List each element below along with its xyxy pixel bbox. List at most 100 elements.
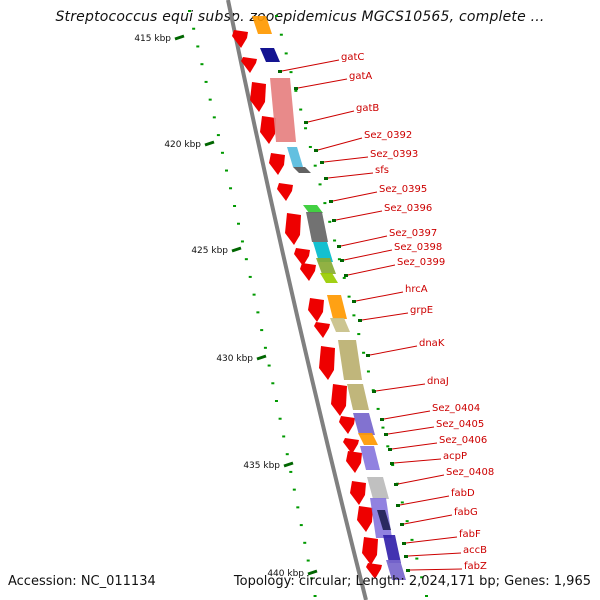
gene-arrow[interactable] [357,506,373,532]
gene-arrow[interactable] [294,248,310,266]
feature-bar[interactable] [358,433,378,445]
feature-tracks[interactable] [232,16,406,580]
gene-arrow[interactable] [241,57,257,73]
gene-label[interactable]: Sez_0404 [432,403,480,414]
inner-dot [386,445,390,448]
feature-bar[interactable] [316,258,336,274]
gene-label[interactable]: fabF [459,529,481,540]
leader-line [317,137,363,151]
feature-bar[interactable] [287,147,303,167]
scale-tick-mark [231,246,242,253]
gene-arrow[interactable] [346,451,362,473]
gene-label[interactable]: Sez_0405 [436,419,484,430]
feature-bar[interactable] [252,16,272,34]
gene-label[interactable]: Sez_0399 [397,257,445,268]
gene-label[interactable]: gatC [341,52,364,63]
outer-dot [229,187,233,190]
genome-summary: Topology: circular; Length: 2,024,171 bp… [233,574,591,589]
gene-label[interactable]: Sez_0408 [446,467,494,478]
outer-dot [244,258,248,261]
gene-position-dot [337,245,341,248]
feature-bar[interactable] [377,510,391,530]
inner-dot [333,239,337,242]
gene-position-dot [314,149,318,152]
gene-arrow[interactable] [285,213,301,245]
feature-bar[interactable] [360,446,380,470]
gene-arrow[interactable] [314,322,330,338]
scale-tick-label: 440 kbp [267,569,304,579]
gene-label[interactable]: fabG [454,507,478,518]
gene-label[interactable]: gatA [349,71,372,82]
gene-label[interactable]: Sez_0398 [394,242,442,253]
feature-bar[interactable] [293,167,311,173]
gene-label[interactable]: grpE [410,305,433,316]
feature-bar[interactable] [347,384,369,410]
gene-arrow[interactable] [362,537,378,565]
outer-dot [271,382,275,385]
feature-bar[interactable] [367,477,389,499]
gene-label[interactable]: Sez_0392 [364,130,412,141]
outer-dot [237,222,241,225]
gene-arrow[interactable] [350,481,366,505]
outer-dot [248,275,252,278]
feature-bar[interactable] [260,48,280,62]
feature-bar[interactable] [313,242,333,262]
map-title: Streptococcus equi subsp. zooepidemicus … [55,9,545,25]
feature-bar[interactable] [306,212,328,242]
gene-label[interactable]: Sez_0396 [384,203,432,214]
outer-dot [204,80,208,83]
outer-dot-track [188,10,317,597]
feature-bar[interactable] [386,560,406,580]
gene-arrow[interactable] [260,116,276,144]
gene-arrow[interactable] [331,384,347,416]
gene-label[interactable]: Sez_0393 [370,149,418,160]
leader-line [281,59,340,72]
inner-dot [289,71,293,74]
gene-label[interactable]: dnaK [419,338,445,349]
gene-arrow[interactable] [277,183,293,201]
outer-dot [212,116,216,119]
gene-label[interactable]: dnaJ [427,376,449,387]
inner-dot [294,89,298,92]
feature-bar[interactable] [303,205,323,213]
leader-line [407,552,462,557]
gene-arrow[interactable] [300,263,316,281]
feature-bar[interactable] [383,535,401,563]
leader-line [393,458,442,464]
gene-label[interactable]: Sez_0395 [379,184,427,195]
gene-arrow[interactable] [308,298,324,322]
gene-arrow[interactable] [232,30,248,48]
gene-label[interactable]: gatB [356,103,379,114]
gene-position-dot [320,161,324,164]
gene-position-dot [332,219,336,222]
gene-arrow[interactable] [366,563,382,579]
gene-arrow[interactable] [343,438,359,454]
gene-label[interactable]: hrcA [405,284,428,295]
gene-label[interactable]: acpP [443,451,467,462]
feature-bar[interactable] [327,295,347,319]
gene-label[interactable]: fabZ [464,561,487,572]
feature-bar[interactable] [320,273,338,283]
gene-arrow[interactable] [339,416,355,434]
feature-bar[interactable] [270,78,296,142]
gene-label[interactable]: accB [463,545,487,556]
gene-position-dot [294,87,298,90]
gene-label[interactable]: fabD [451,488,475,499]
gene-arrow[interactable] [269,153,285,175]
feature-bar[interactable] [353,413,375,435]
gene-label[interactable]: Sez_0397 [389,228,437,239]
gene-label[interactable]: Sez_0406 [439,435,487,446]
inner-dot [342,276,346,279]
gene-arrow[interactable] [319,346,335,380]
backbone-line [226,0,368,600]
inner-dot [347,295,351,298]
gene-label[interactable]: sfs [375,165,389,176]
feature-bar[interactable] [338,340,362,380]
leader-line [369,345,418,356]
scale-tick-mark [174,34,185,41]
feature-bar[interactable] [330,318,350,332]
inner-dot [381,426,385,429]
gene-arrow[interactable] [250,82,266,112]
